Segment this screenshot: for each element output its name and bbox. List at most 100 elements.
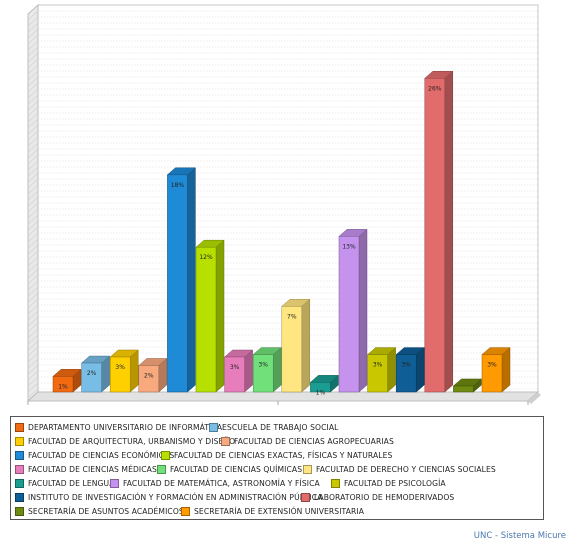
gridline-side [27,28,39,39]
legend-swatch [209,422,218,432]
gridline-side [27,220,39,231]
data-label: 26% [428,85,442,92]
bar-side-face [387,347,396,393]
legend-label: FACULTAD DE CIENCIAS ECONÓMICAS [28,450,175,460]
legend-item: DEPARTAMENTO UNIVERSITARIO DE INFORMÁTIC… [15,421,222,433]
gridline-side [27,298,39,309]
gridline-side [27,148,39,159]
bar-front-face [395,354,417,393]
bar-front-face [52,376,74,393]
data-label: 3% [230,364,240,371]
legend-label: FACULTAD DE MATEMÁTICA, ASTRONOMÍA Y FÍS… [123,478,320,488]
legend-swatch [157,464,166,474]
legend-swatch [161,450,170,460]
bar-front-face [109,356,131,393]
gridline-side [27,76,39,87]
legend-item: SECRETARÍA DE EXTENSIÓN UNIVERSITARIA [181,505,364,517]
gridline-side [27,40,39,51]
gridline-side [27,82,39,93]
gridline-side [27,58,39,69]
legend-swatch [181,506,190,516]
legend-label: FACULTAD DE PSICOLOGÍA [344,478,446,488]
gridline-side [27,238,39,249]
legend-label: FACULTAD DE CIENCIAS QUÍMICAS [170,464,303,474]
bar-side-face [444,70,454,393]
bar-15 [452,378,483,393]
gridline-side [27,10,39,21]
data-label: 3% [258,362,268,369]
gridline-side [27,160,39,171]
gridline-side [27,226,39,237]
gridline-side [27,64,39,75]
gridline-side [27,262,39,273]
gridline-side [27,208,39,219]
bar-front-face [481,354,503,393]
bar-side-face [215,239,225,393]
legend-swatch [15,464,24,474]
legend-item: FACULTAD DE CIENCIAS AGROPECUARIAS [221,435,394,447]
gridline-side [27,46,39,57]
gridline-side [27,304,39,315]
data-label: 3% [401,362,411,369]
gridline-side [27,280,39,291]
legend-swatch [15,478,24,488]
bar-side-face [129,349,139,393]
bar-group: 1% 2% 3% 2% 18% 12% 3% 3% 7% 1% 13% 3% 3% 26% 3% [52,70,511,396]
legend-label: FACULTAD DE ARQUITECTURA, URBANISMO Y DI… [28,436,236,446]
bar-side-face [501,347,511,393]
bar-5: 18% [166,167,197,393]
floor [26,391,540,402]
data-label: 13% [342,243,356,250]
legend-item: LABORATORIO DE HEMODERIVADOS [301,491,454,503]
bar-front-face [138,365,160,393]
legend-label: FACULTAD DE DERECHO Y CIENCIAS SOCIALES [316,464,496,474]
bar-11: 13% [338,228,368,393]
gridline-side [27,364,39,375]
gridline-side [27,142,39,153]
gridline-side [27,172,39,183]
legend-item: SECRETARÍA DE ASUNTOS ACADÉMICOS [15,505,184,517]
legend-label: FACULTAD DE LENGUAS [28,478,120,488]
bar-front-face [281,306,303,393]
gridline-side [27,310,39,321]
legend-item: ESCUELA DE TRABAJO SOCIAL [209,421,338,433]
gridline-side [27,88,39,99]
data-label: 2% [144,372,154,379]
floor-edge [528,392,541,404]
bar-13: 3% [395,347,425,393]
legend-item: FACULTAD DE DERECHO Y CIENCIAS SOCIALES [303,463,496,475]
bar-front-face [424,78,446,393]
gridline-side [27,376,39,387]
gridline-side [27,256,39,267]
gridline-side [27,118,39,129]
legend-swatch [221,436,230,446]
data-label: 3% [487,362,497,369]
legend-label: ESCUELA DE TRABAJO SOCIAL [222,422,339,432]
bar-front-face [453,385,474,393]
gridline-side [27,106,39,117]
legend-label: INSTITUTO DE INVESTIGACIÓN Y FORMACIÓN E… [28,492,323,502]
gridline-side [27,100,39,111]
legend-item: FACULTAD DE ARQUITECTURA, URBANISMO Y DI… [15,435,235,447]
bar-9: 7% [281,298,311,393]
gridline-side [27,316,39,327]
bar-10: 1% [309,374,340,396]
bar-side-face [187,167,196,393]
gridline-side [27,94,39,105]
legend-item: FACULTAD DE CIENCIAS QUÍMICAS [157,463,302,475]
data-label: 12% [199,254,213,261]
gridline-side [27,388,39,399]
legend-item: FACULTAD DE LENGUAS [15,477,119,489]
legend-swatch [301,492,310,502]
bar-front-face [252,354,274,393]
bar-12: 3% [366,347,397,393]
gridline-side [27,340,39,351]
gridline-side [27,112,39,123]
legend-item: FACULTAD DE CIENCIAS MÉDICAS [15,463,157,475]
legend-item: FACULTAD DE CIENCIAS ECONÓMICAS [15,449,174,461]
data-label: 7% [287,313,297,320]
footer-credit: UNC - Sistema Micure [473,531,566,541]
legend-item: INSTITUTO DE INVESTIGACIÓN Y FORMACIÓN E… [15,491,322,503]
data-label: 1% [58,383,68,390]
